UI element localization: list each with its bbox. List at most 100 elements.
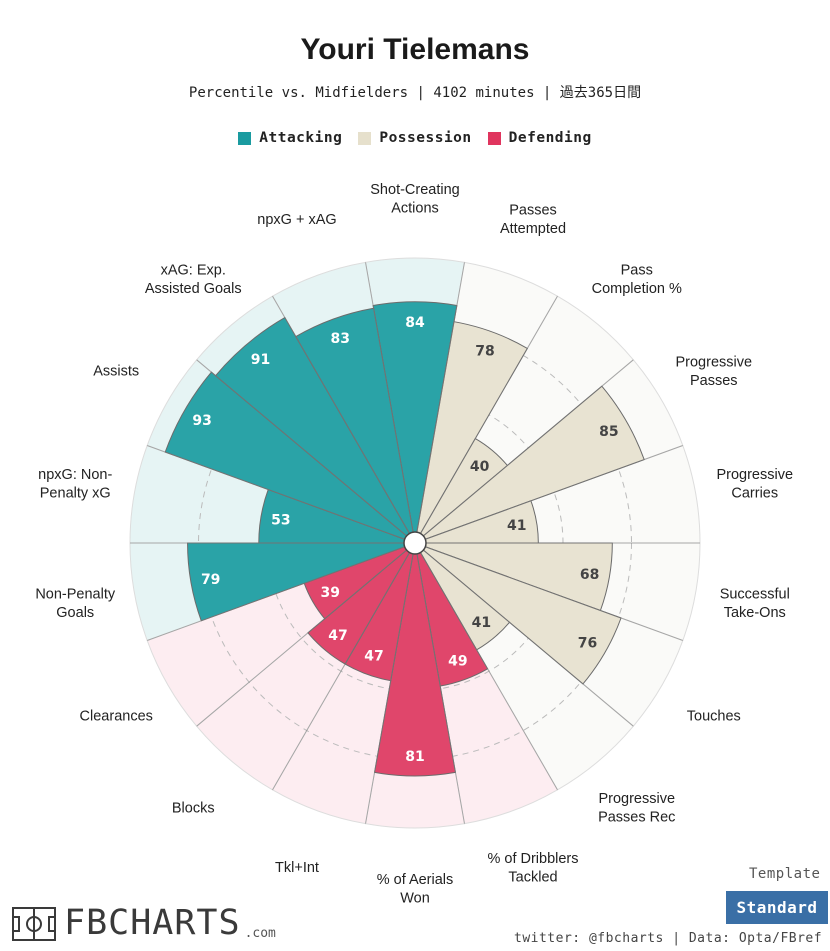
legend-item-defending: Defending [487, 130, 592, 146]
value-label: 79 [201, 572, 220, 588]
legend-item-possession: Possession [358, 130, 471, 146]
value-label: 53 [271, 512, 290, 528]
value-label: 81 [405, 749, 424, 765]
radial-separator [272, 295, 410, 534]
category-label: Tkl+Int [275, 860, 319, 876]
radial-separator [425, 445, 683, 540]
category-label-line: Passes [690, 373, 738, 389]
category-label-line: Progressive [675, 354, 752, 370]
category-label: Clearances [80, 709, 153, 725]
value-label: 49 [448, 654, 467, 670]
legend-label-defending: Defending [508, 130, 592, 146]
radial-separator [196, 359, 407, 537]
category-label: Progressive Passes [675, 354, 752, 389]
category-label: % of Aerials Won [377, 872, 454, 907]
category-label-line: Blocks [172, 800, 215, 816]
category-label-line: Actions [391, 200, 439, 216]
radial-separator [416, 553, 465, 824]
category-label: Assists [93, 364, 139, 380]
category-label-line: Shot-Creating [370, 182, 459, 198]
radial-separator [147, 445, 405, 540]
category-label-line: Touches [687, 709, 741, 725]
value-label: 83 [331, 331, 350, 347]
category-label-line: % of Aerials [377, 872, 454, 888]
logo-suffix: .com [244, 926, 276, 941]
radial-separator [365, 262, 414, 533]
value-label: 47 [364, 649, 383, 665]
category-label: Non-Penalty Goals [35, 587, 116, 622]
legend: Attacking Possession Defending [0, 130, 830, 146]
radial-separator [416, 262, 465, 533]
radial-separator [420, 552, 558, 791]
value-label: 41 [472, 615, 491, 631]
value-label: 39 [321, 585, 340, 601]
value-label: 68 [580, 567, 599, 583]
logo-text: FBCHARTS [64, 903, 241, 943]
credit-text: twitter: @fbcharts | Data: Opta/FBref [514, 931, 823, 946]
legend-swatch-attacking [238, 131, 252, 145]
category-label-line: npxG + xAG [257, 212, 336, 228]
category-label-line: Won [400, 890, 430, 906]
legend-item-attacking: Attacking [238, 130, 342, 146]
category-label: Successful Take-Ons [720, 587, 790, 622]
chart-subtitle: Percentile vs. Midfielders | 4102 minute… [188, 85, 642, 101]
category-label-line: npxG: Non- [38, 467, 112, 483]
center-hub [403, 531, 427, 555]
category-label-line: Tackled [508, 869, 557, 885]
category-label-line: Assists [93, 364, 139, 380]
legend-swatch-possession [358, 131, 372, 145]
value-label: 76 [578, 636, 597, 652]
category-label-line: Completion % [592, 281, 682, 297]
category-label-line: xAG: Exp. [161, 262, 226, 278]
value-label: 78 [475, 344, 494, 360]
template-standard-button[interactable]: Standard [726, 891, 828, 924]
category-label: xAG: Exp. Assisted Goals [145, 262, 242, 297]
category-label-line: Pass [621, 262, 653, 278]
radial-separator [423, 359, 634, 537]
category-label-line: Successful [720, 587, 790, 603]
category-label-line: Clearances [80, 709, 153, 725]
fbcharts-logo: FBCHARTS .com [12, 906, 276, 941]
category-label: Blocks [172, 800, 215, 816]
chart-title: Youri Tielemans [300, 33, 530, 66]
radial-separator [272, 552, 410, 791]
category-label: Pass Completion % [592, 262, 682, 297]
category-label-line: Passes Rec [598, 810, 675, 826]
category-label: Touches [687, 709, 741, 725]
value-label: 84 [405, 315, 425, 331]
pitch-icon [12, 907, 56, 941]
category-label: npxG + xAG [257, 212, 336, 228]
radial-separator [420, 295, 558, 534]
value-label: 85 [599, 424, 618, 440]
template-label: Template [749, 866, 821, 882]
category-label: Progressive Carries [716, 467, 793, 502]
category-label: Progressive Passes Rec [598, 791, 675, 826]
value-label: 91 [251, 352, 270, 368]
value-label: 93 [192, 413, 211, 429]
category-label: Shot-Creating Actions [370, 182, 459, 217]
category-label-line: Assisted Goals [145, 281, 242, 297]
category-label-line: Goals [56, 605, 94, 621]
radial-separator [196, 549, 407, 727]
category-label-line: Penalty xG [40, 485, 111, 501]
category-label-line: Progressive [716, 467, 793, 483]
category-label-line: Progressive [598, 791, 675, 807]
value-label: 41 [507, 518, 526, 534]
category-label-line: Take-Ons [724, 605, 786, 621]
category-label-line: Carries [731, 485, 778, 501]
legend-label-possession: Possession [379, 130, 472, 146]
category-label-line: Passes [509, 203, 557, 219]
category-label: % of Dribblers Tackled [487, 851, 578, 886]
legend-swatch-defending [487, 131, 501, 145]
radial-separator [423, 549, 634, 727]
category-label-line: Non-Penalty [35, 587, 116, 603]
category-label: npxG: Non- Penalty xG [38, 467, 112, 502]
radial-separator [425, 546, 683, 641]
category-label: Passes Attempted [500, 203, 566, 238]
radial-separator [365, 553, 414, 824]
category-label-line: % of Dribblers [487, 851, 578, 867]
value-label: 47 [328, 628, 347, 644]
value-label: 40 [470, 459, 490, 475]
legend-label-attacking: Attacking [259, 130, 343, 146]
